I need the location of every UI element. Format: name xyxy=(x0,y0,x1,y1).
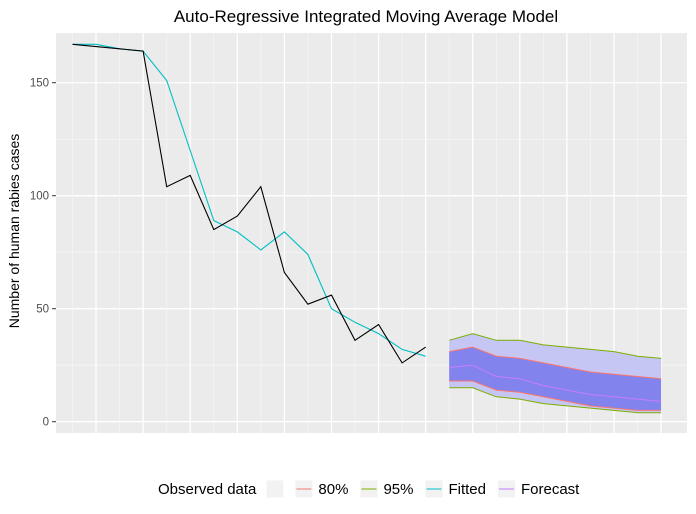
y-tick-label: 100 xyxy=(30,191,49,203)
y-tick-label: 150 xyxy=(30,78,49,90)
legend-label: 80% xyxy=(318,481,348,498)
legend-label: Observed data xyxy=(158,481,257,498)
legend-item: 95% xyxy=(360,480,413,498)
y-tick-label: 50 xyxy=(36,304,49,316)
line-80-upper xyxy=(449,346,662,380)
chart-title: Auto-Regressive Integrated Moving Averag… xyxy=(174,7,558,26)
series-lines xyxy=(72,43,427,364)
line-95-upper xyxy=(449,333,662,359)
forecast-bands xyxy=(449,333,662,414)
observed-line xyxy=(72,43,427,364)
band-80 xyxy=(449,347,662,411)
legend-label: Forecast xyxy=(521,481,580,498)
legend-item: Observed data xyxy=(158,480,284,498)
y-axis-label: Number of human rabies cases xyxy=(6,134,22,329)
line-80-lower xyxy=(449,380,662,411)
forecast-line xyxy=(449,364,662,402)
legend-label: 95% xyxy=(383,481,413,498)
legend: Observed data 80% 95% Fitted Forecast xyxy=(158,480,580,498)
legend-item: 80% xyxy=(295,480,348,498)
legend-item: Fitted xyxy=(425,480,486,498)
y-tick-label: 0 xyxy=(43,417,49,429)
grid xyxy=(56,33,687,433)
legend-item: Forecast xyxy=(497,480,580,498)
line-95-lower xyxy=(449,387,662,414)
y-axis-ticks: 0 50 100 150 xyxy=(30,78,56,429)
legend-label: Fitted xyxy=(448,481,486,498)
legend-key xyxy=(266,480,284,498)
